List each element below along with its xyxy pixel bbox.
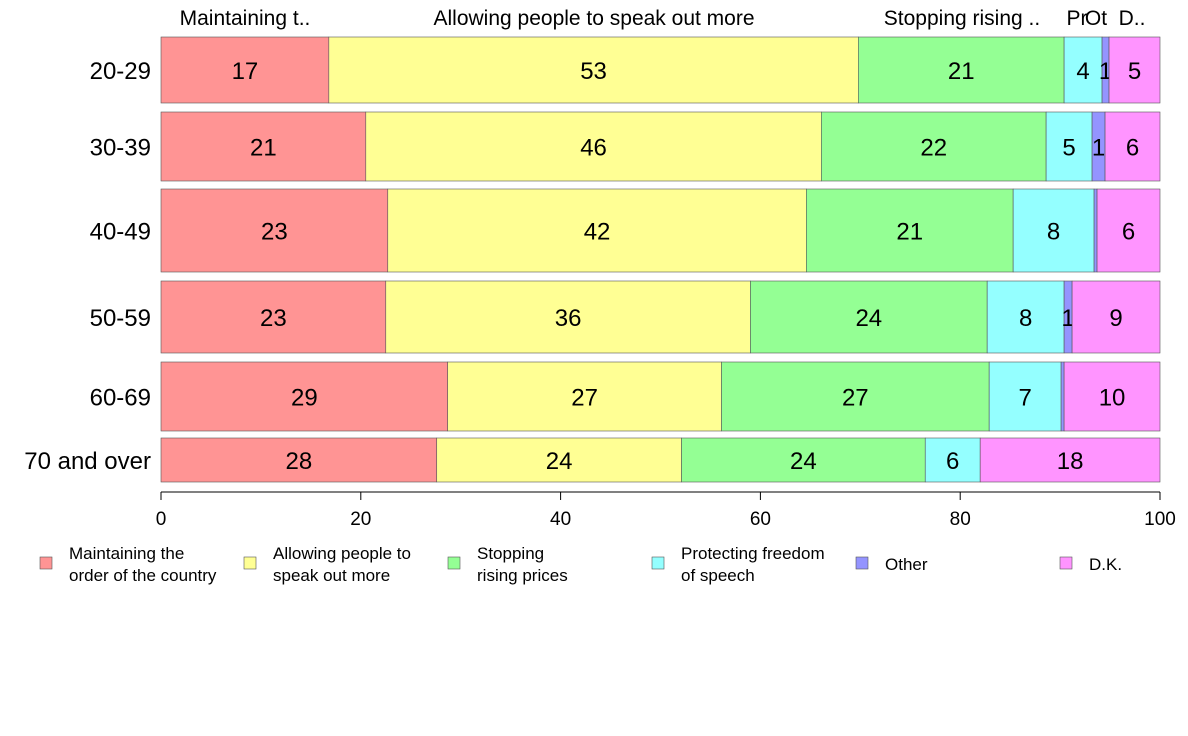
data-label: 6	[946, 448, 959, 475]
data-label: 9	[1109, 305, 1122, 332]
bar-segment	[924, 437, 981, 483]
data-label: 24	[546, 448, 573, 475]
series-top-label: Ot	[1085, 7, 1107, 30]
bar-segment	[806, 188, 1014, 273]
category-labels: 20-29 30-39 40-49 50-59 60-69 70 and over	[24, 58, 151, 475]
data-label: 1	[1061, 305, 1074, 332]
data-label: 29	[291, 385, 318, 412]
legend-swatch	[447, 556, 461, 570]
category-label: 20-29	[90, 58, 151, 85]
data-label: 53	[580, 58, 607, 85]
bar-segment	[387, 188, 807, 273]
bar-segment	[1045, 111, 1093, 182]
data-label: 8	[1019, 305, 1032, 332]
category-label: 40-49	[90, 219, 151, 246]
series-top-labels: Maintaining t.. Allowing people to speak …	[180, 7, 1146, 30]
bar-segment	[1104, 111, 1161, 182]
bar-segment	[1060, 361, 1065, 432]
x-tick-label: 80	[950, 509, 971, 530]
data-label: 24	[855, 305, 882, 332]
bar-segment	[1108, 36, 1161, 104]
series-top-label: Maintaining t..	[180, 7, 311, 30]
data-label: 6	[1122, 219, 1135, 246]
x-tick-label: 20	[350, 509, 371, 530]
data-label: 17	[232, 58, 259, 85]
data-label: 4	[1076, 58, 1089, 85]
series-top-label: Stopping rising ..	[884, 7, 1040, 30]
legend-label: speak out more	[273, 566, 390, 585]
legend-label: rising prices	[477, 566, 568, 585]
data-label: 46	[580, 135, 607, 162]
legend-swatch	[1059, 556, 1073, 570]
bar-segment	[160, 111, 367, 182]
bar-segment	[1096, 188, 1161, 273]
data-label: 8	[1047, 219, 1060, 246]
bar-segment	[1012, 188, 1095, 273]
bar-segment	[365, 111, 822, 182]
data-label: 36	[555, 305, 582, 332]
data-label: 10	[1099, 385, 1126, 412]
data-label: 27	[571, 385, 598, 412]
series-top-label: Pr	[1067, 7, 1088, 30]
legend-label: Maintaining the	[69, 544, 184, 563]
legend-label: of speech	[681, 566, 755, 585]
bar-segment	[436, 437, 682, 483]
bar-segment	[385, 280, 751, 354]
category-label: 70 and over	[24, 448, 151, 475]
x-tick-label: 0	[156, 509, 167, 530]
bar-segment	[1093, 188, 1098, 273]
legend-swatch	[243, 556, 257, 570]
bar-segment	[988, 361, 1062, 432]
bar-segment	[681, 437, 926, 483]
data-label: 27	[842, 385, 869, 412]
bar-segment	[160, 280, 387, 354]
data-label: 28	[286, 448, 313, 475]
legend-label: Stopping	[477, 544, 544, 563]
data-label: 22	[920, 135, 947, 162]
x-tick-label: 60	[750, 509, 771, 530]
bar-segment	[721, 361, 990, 432]
category-label: 50-59	[90, 305, 151, 332]
bar-segment	[986, 280, 1065, 354]
bar-area: 17 53 21 4 1 521 46 22 5 1 623 42 21 8 623 36 24 8 1 929 27 2…	[160, 36, 1161, 483]
bar-segment	[979, 437, 1161, 483]
legend-label: order of the country	[69, 566, 217, 585]
legend-swatch	[39, 556, 53, 570]
bar-segment	[160, 361, 449, 432]
x-tick-label: 40	[550, 509, 571, 530]
series-top-label: D..	[1119, 7, 1146, 30]
bar-segment	[328, 36, 859, 104]
bar-segment	[447, 361, 722, 432]
legend: Maintaining the order of the country Allow…	[39, 544, 1122, 585]
bar-segment	[1063, 361, 1161, 432]
data-label: 21	[896, 219, 923, 246]
data-label: 42	[584, 219, 611, 246]
category-label: 30-39	[90, 135, 151, 162]
legend-label: D.K.	[1089, 555, 1122, 574]
data-label: 23	[261, 219, 288, 246]
data-label: 6	[1126, 135, 1139, 162]
data-label: 18	[1057, 448, 1084, 475]
series-top-label: Allowing people to speak out more	[433, 7, 754, 30]
legend-swatch	[855, 556, 869, 570]
data-label: 1	[1092, 135, 1105, 162]
data-label: 24	[790, 448, 817, 475]
data-label: 21	[250, 135, 277, 162]
data-label: 5	[1062, 135, 1075, 162]
bar-segment	[160, 188, 389, 273]
data-label: 7	[1018, 385, 1031, 412]
data-label: 5	[1128, 58, 1141, 85]
data-label: 21	[948, 58, 975, 85]
bar-segment	[1071, 280, 1161, 354]
category-label: 60-69	[90, 385, 151, 412]
legend-label: Protecting freedom	[681, 544, 825, 563]
x-tick-label: 100	[1144, 509, 1176, 530]
legend-swatch	[651, 556, 665, 570]
x-axis: 0 20 40 60 80 100	[156, 491, 1176, 530]
legend-label: Other	[885, 555, 928, 574]
bar-segment	[750, 280, 988, 354]
legend-label: Allowing people to	[273, 544, 411, 563]
data-label: 23	[260, 305, 287, 332]
